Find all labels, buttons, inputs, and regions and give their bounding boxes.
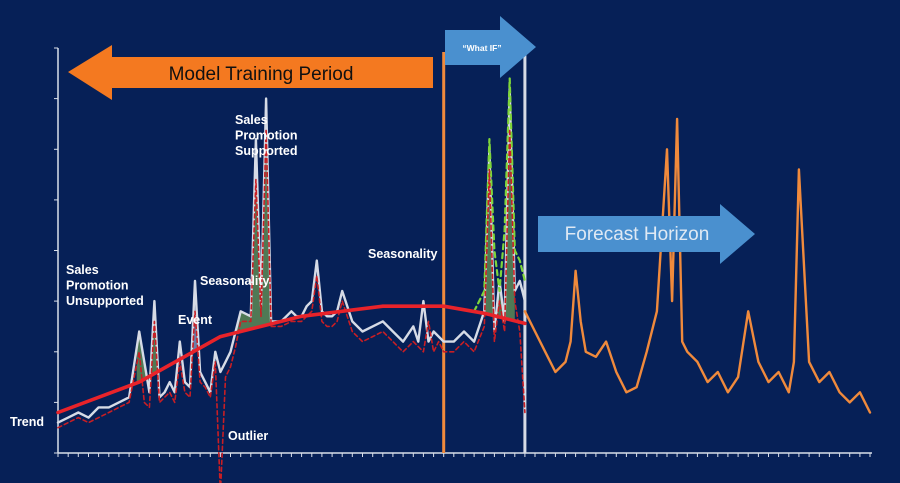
annotation-event: Event: [178, 313, 213, 327]
series-forecast: [523, 117, 872, 414]
forecast-horizon-arrow: [538, 204, 755, 264]
annotation-seasonality-2: Seasonality: [368, 247, 438, 261]
banners: Model Training Period “What IF” Forecast H…: [68, 16, 755, 264]
forecast-horizon-label: Forecast Horizon: [565, 224, 710, 245]
fill-what-if: [464, 88, 515, 321]
annotation-trend: Trend: [10, 415, 44, 429]
period-markers: [442, 52, 527, 453]
series-lines: [56, 77, 872, 483]
training-period-arrow: [68, 45, 433, 100]
what-if-arrow: [445, 16, 536, 78]
annotations: Sales Promotion Unsupported Event Seasonalit…: [10, 113, 438, 443]
fill-promo-unsupported: [136, 301, 162, 384]
annotation-promo-unsupported: Sales Promotion Unsupported: [66, 263, 144, 308]
annotation-promo-supported: Sales Promotion Supported: [235, 113, 298, 158]
annotation-seasonality-1: Seasonality: [200, 274, 270, 288]
what-if-label: “What IF”: [462, 43, 501, 53]
series-what-if: [473, 77, 527, 313]
series-trend: [56, 304, 527, 415]
series-model: [57, 128, 526, 483]
annotation-outlier: Outlier: [228, 429, 268, 443]
series-actual: [56, 87, 527, 424]
training-period-label: Model Training Period: [169, 64, 354, 85]
axes: [54, 47, 872, 457]
